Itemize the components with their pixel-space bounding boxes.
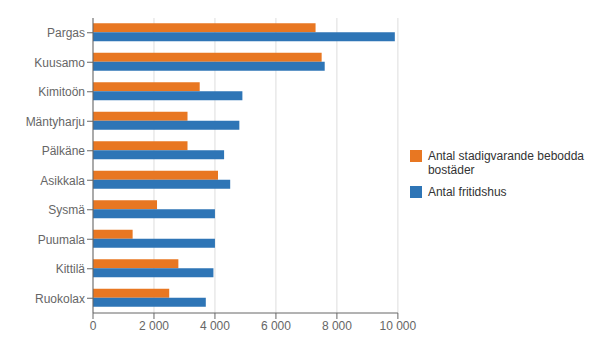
svg-text:Ruokolax: Ruokolax — [35, 292, 85, 306]
svg-text:6 000: 6 000 — [261, 319, 291, 333]
svg-text:Kimitoön: Kimitoön — [38, 85, 85, 99]
svg-text:Kittilä: Kittilä — [56, 262, 86, 276]
svg-text:Mäntyharju: Mäntyharju — [26, 115, 85, 129]
svg-text:Puumala: Puumala — [38, 233, 86, 247]
html-text:bostäder: bostäder — [427, 163, 475, 177]
html-text:Antal stadigvarande bebodda: Antal stadigvarande bebodda — [427, 149, 584, 163]
svg-text:Asikkala: Asikkala — [40, 174, 85, 188]
svg-text:Kuusamo: Kuusamo — [34, 56, 85, 70]
svg-text:Pargas: Pargas — [47, 26, 85, 40]
svg-text:0: 0 — [90, 319, 97, 333]
svg-text:Pälkäne: Pälkäne — [42, 144, 86, 158]
svg-text:Sysmä: Sysmä — [48, 203, 85, 217]
html-text:Antal fritidshus: Antal fritidshus — [427, 185, 507, 199]
svg-text:8 000: 8 000 — [322, 319, 352, 333]
svg-text:2 000: 2 000 — [139, 319, 169, 333]
svg-text:4 000: 4 000 — [200, 319, 230, 333]
svg-text:10 000: 10 000 — [380, 319, 417, 333]
